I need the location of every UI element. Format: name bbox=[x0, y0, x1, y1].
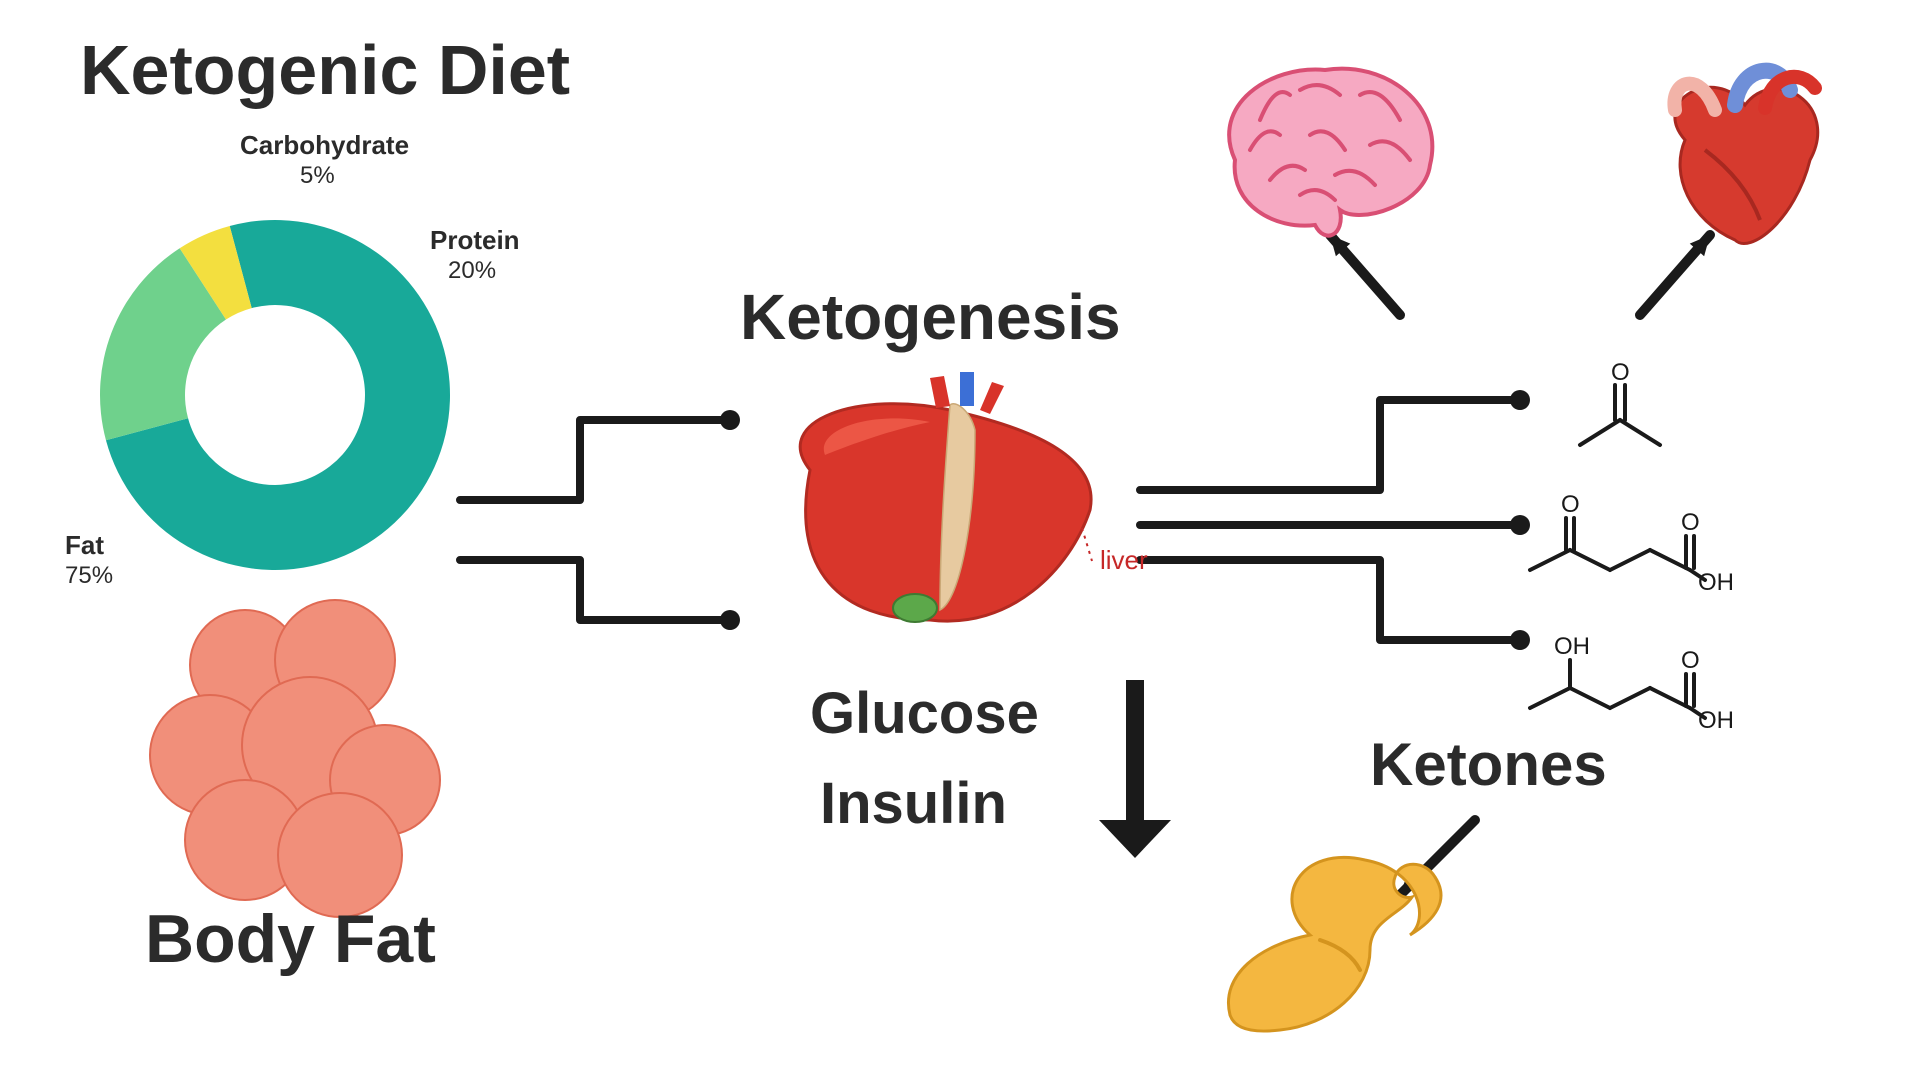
glucose-label: Glucose bbox=[810, 680, 1039, 747]
macro-donut-chart bbox=[100, 220, 450, 570]
connector-right-b bbox=[1140, 515, 1530, 535]
connector-left-top bbox=[460, 410, 740, 500]
svg-text:O: O bbox=[1611, 359, 1630, 386]
heart-icon bbox=[1674, 71, 1817, 244]
arrow-to-brain bbox=[1330, 235, 1400, 315]
svg-text:O: O bbox=[1681, 509, 1700, 536]
connector-right-c bbox=[1140, 560, 1530, 650]
fat-cells-icon bbox=[150, 600, 440, 917]
svg-text:OH: OH bbox=[1698, 569, 1734, 596]
donut-value-protein: 20% bbox=[448, 257, 496, 285]
page-title: Ketogenic Diet bbox=[80, 30, 570, 110]
ketones-label: Ketones bbox=[1370, 730, 1607, 799]
brain-icon bbox=[1229, 69, 1432, 236]
svg-text:OH: OH bbox=[1698, 707, 1734, 734]
donut-value-carb: 5% bbox=[300, 162, 335, 190]
ketogenesis-label: Ketogenesis bbox=[740, 280, 1121, 354]
connector-right-a bbox=[1140, 390, 1530, 490]
molecule-acetoacetate: O O OH bbox=[1530, 491, 1734, 596]
glucose-insulin-down-arrow bbox=[1099, 680, 1171, 858]
connector-left-bottom bbox=[460, 560, 740, 630]
donut-label-protein: Protein bbox=[430, 225, 520, 256]
svg-text:O: O bbox=[1681, 647, 1700, 674]
donut-label-carb: Carbohydrate bbox=[240, 130, 409, 161]
svg-text:OH: OH bbox=[1554, 633, 1590, 660]
donut-value-fat: 75% bbox=[65, 562, 113, 590]
liver-label: liver bbox=[1100, 545, 1148, 576]
molecule-bhb: OH O OH bbox=[1530, 633, 1734, 734]
donut-label-fat: Fat bbox=[65, 530, 104, 561]
liver-icon bbox=[800, 372, 1091, 622]
svg-text:O: O bbox=[1561, 491, 1580, 518]
arrow-to-heart bbox=[1640, 235, 1710, 315]
body-fat-label: Body Fat bbox=[145, 900, 436, 978]
insulin-label: Insulin bbox=[820, 770, 1007, 837]
muscle-icon bbox=[1228, 857, 1441, 1031]
molecule-acetone: O bbox=[1580, 359, 1660, 445]
